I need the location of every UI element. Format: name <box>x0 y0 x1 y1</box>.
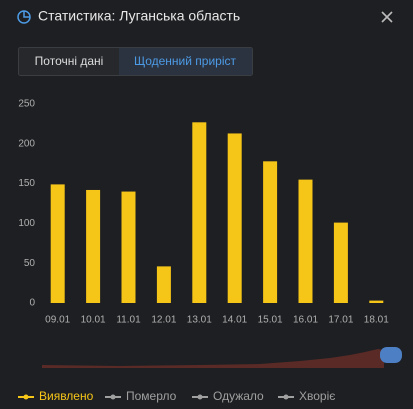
bar <box>121 191 136 303</box>
x-tick-label: 11.01 <box>116 315 141 326</box>
bar <box>86 189 101 303</box>
bar <box>333 222 348 303</box>
legend-dot <box>197 394 203 400</box>
x-tick-label: 14.01 <box>222 315 247 326</box>
legend-label: Хворіє <box>299 389 335 403</box>
tab[interactable]: Поточні дані <box>35 54 104 68</box>
bar <box>156 266 171 303</box>
x-tick-label: 12.01 <box>151 315 176 326</box>
stats-icon-hand <box>23 11 30 18</box>
bar <box>263 161 278 303</box>
bar <box>369 300 384 303</box>
tab-active[interactable]: Щоденний приріст <box>134 54 237 68</box>
bar <box>227 133 242 303</box>
bar <box>192 122 207 303</box>
x-tick-label: 15.01 <box>258 315 283 326</box>
legend-dot <box>283 394 289 400</box>
y-tick-label: 0 <box>29 298 35 309</box>
legend-label: Одужало <box>213 389 264 403</box>
y-tick-label: 200 <box>18 138 35 149</box>
legend-label: Померло <box>126 389 177 403</box>
bar <box>298 179 313 303</box>
legend-label: Виявлено <box>39 389 94 403</box>
y-tick-label: 50 <box>24 258 36 269</box>
x-tick-label: 18.01 <box>364 315 389 326</box>
window-title: Статистика: Луганська область <box>38 8 240 24</box>
close-button[interactable] <box>381 11 393 23</box>
bar <box>50 184 65 303</box>
navigator-handle[interactable] <box>380 347 402 363</box>
legend-dot <box>23 394 29 400</box>
x-tick-label: 13.01 <box>187 315 212 326</box>
x-tick-label: 10.01 <box>81 315 106 326</box>
x-tick-label: 16.01 <box>293 315 318 326</box>
y-tick-label: 100 <box>18 218 35 229</box>
navigator-area <box>42 349 384 368</box>
tab-selected-bg <box>119 48 252 75</box>
y-tick-label: 250 <box>18 99 35 110</box>
x-tick-label: 09.01 <box>45 315 70 326</box>
legend-dot <box>110 394 116 400</box>
y-tick-label: 150 <box>18 178 35 189</box>
x-tick-label: 17.01 <box>328 315 353 326</box>
